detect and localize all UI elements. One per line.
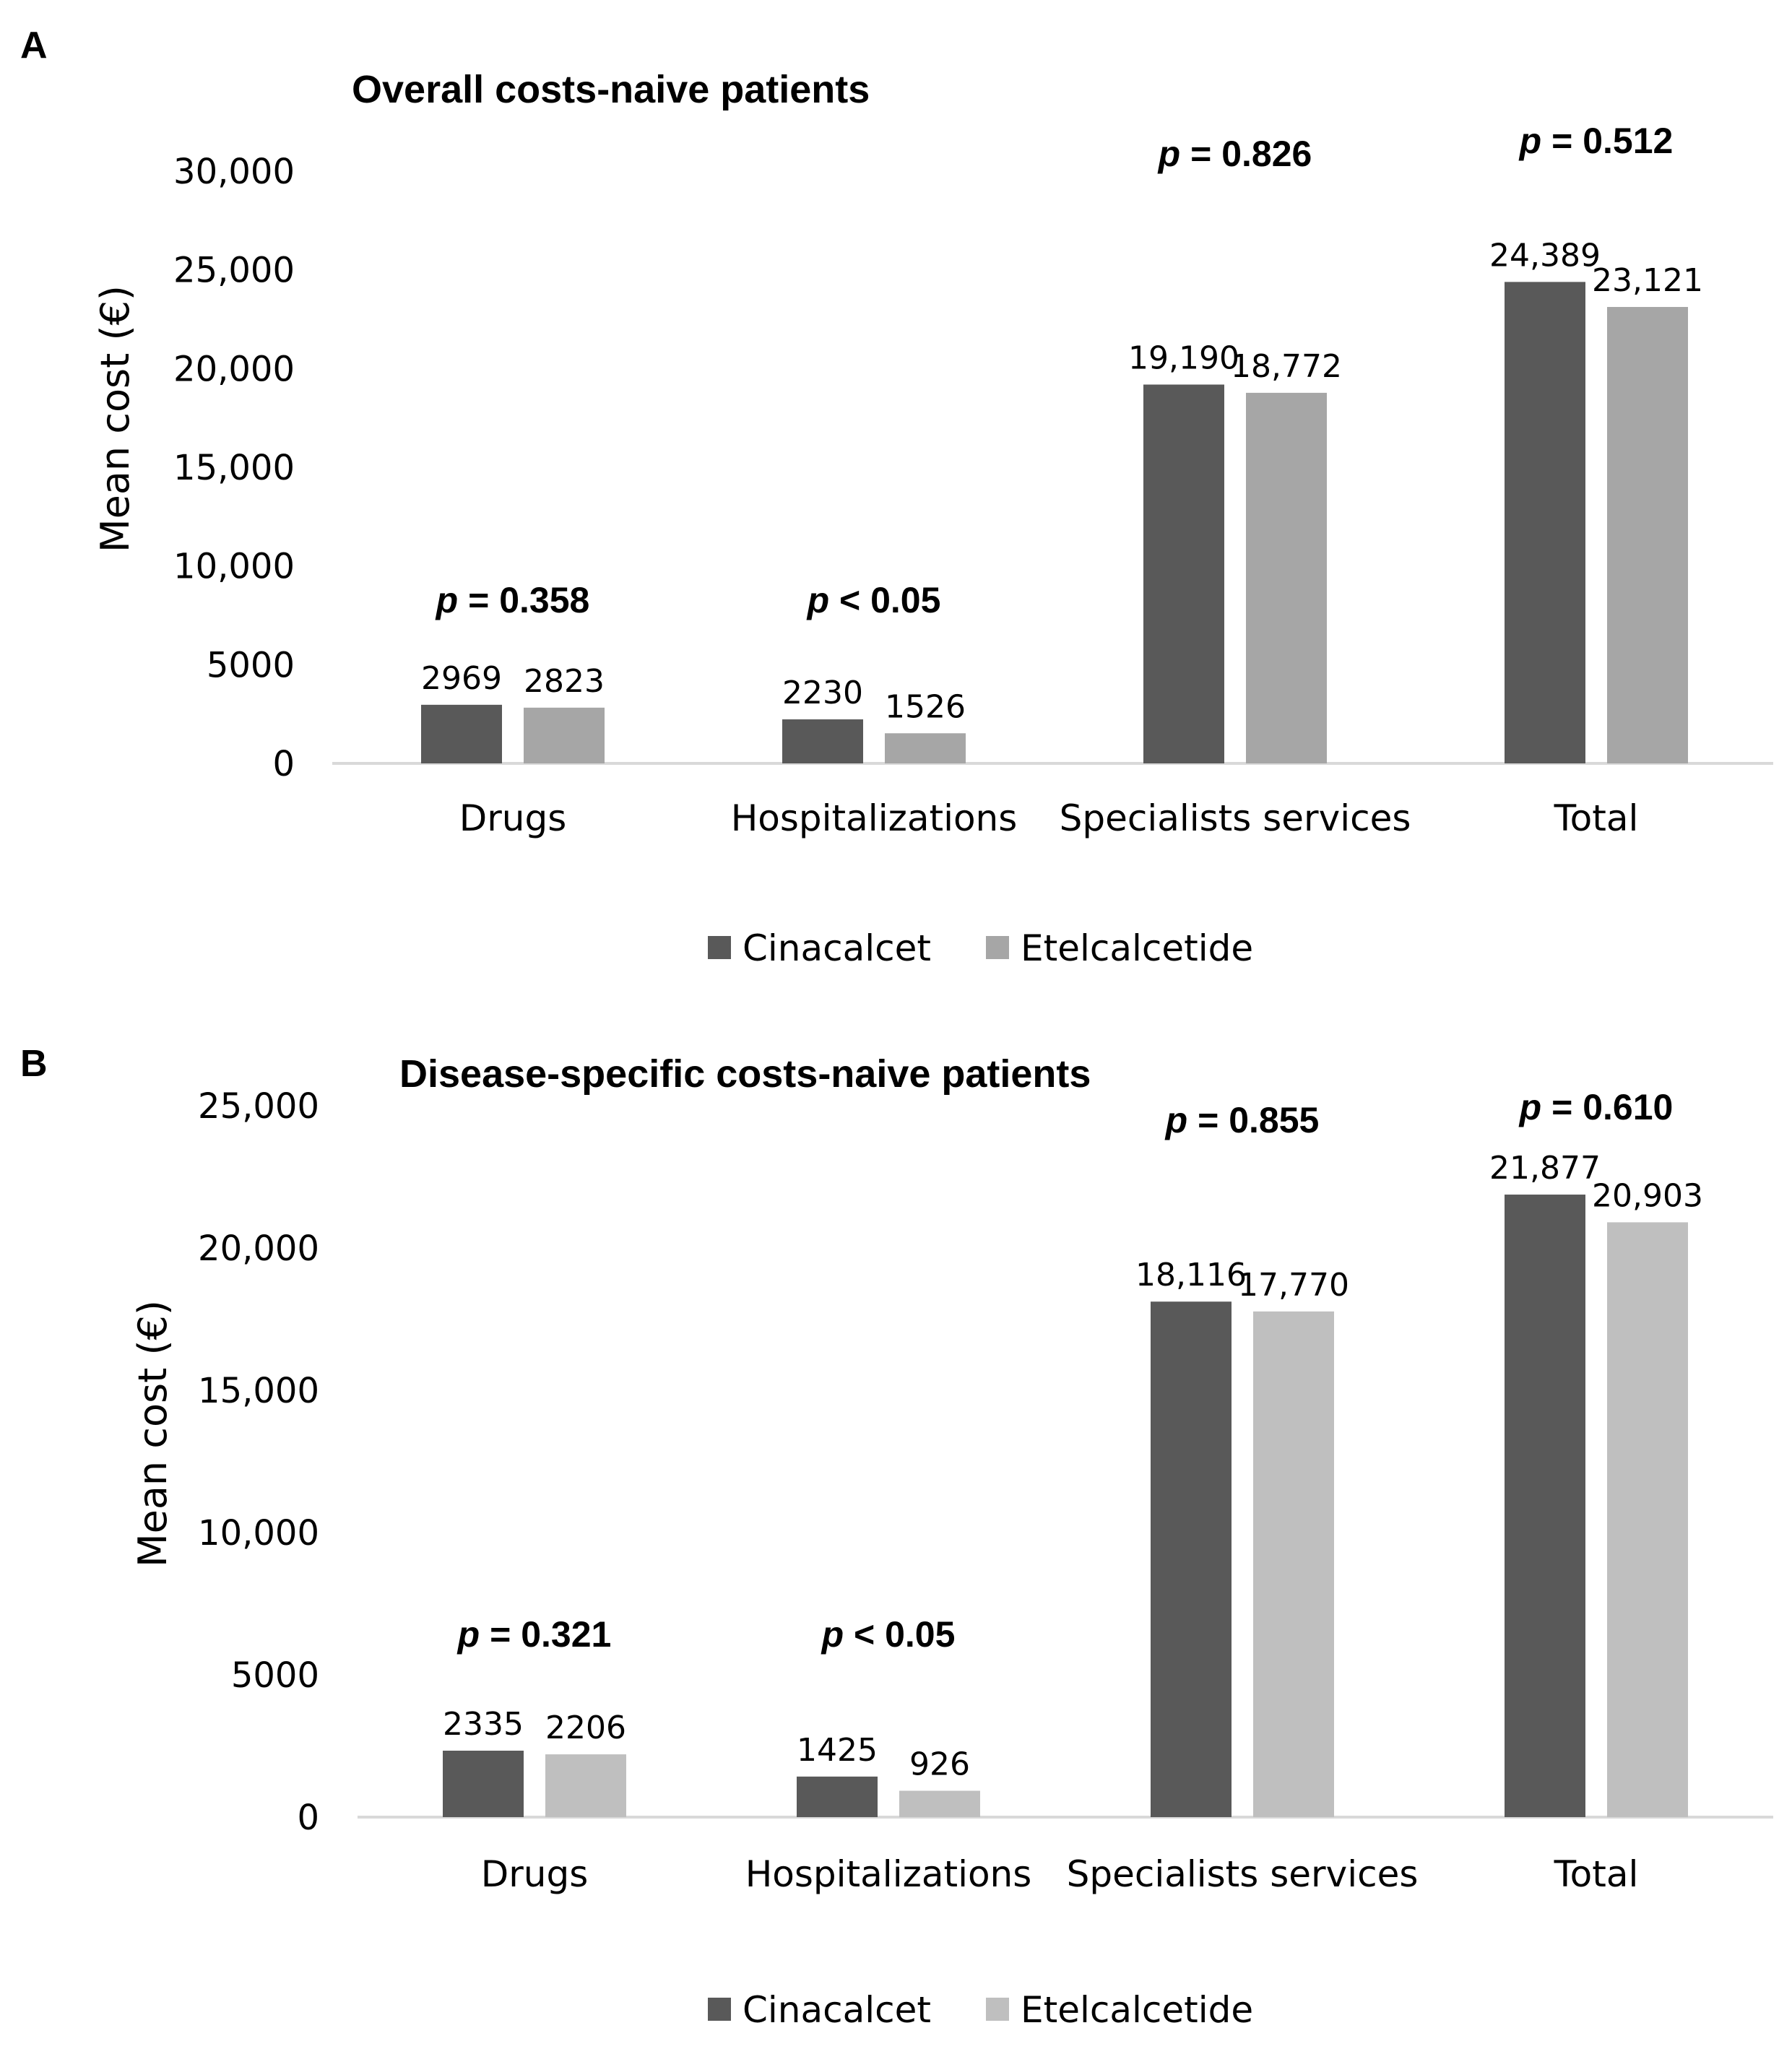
bar-etelcalcetide [545,1754,626,1817]
y-axis-label: Mean cost (€) [92,285,138,552]
data-label: 2230 [782,675,863,711]
p-value-text: < 0.05 [829,580,940,620]
bar-etelcalcetide [885,733,966,763]
bar-etelcalcetide [1253,1311,1334,1817]
data-label: 18,116 [1135,1257,1247,1294]
bar-etelcalcetide [899,1790,980,1817]
legend-swatch-cinacalcet [708,936,731,959]
panel-letter: B [20,1043,48,1085]
legend-label: Cinacalcet [743,927,931,969]
y-tick-label: 5000 [207,645,295,685]
x-category-label: Drugs [481,1853,589,1895]
x-category-label: Specialists services [1060,797,1411,839]
data-label: 2335 [443,1706,524,1743]
y-tick-label: 25,000 [173,251,295,291]
panel-letter: A [20,25,48,66]
legend-swatch-etelcalcetide [986,936,1009,959]
bar-etelcalcetide [524,707,605,763]
p-symbol: p [1518,121,1542,161]
x-category-label: Drugs [459,797,567,839]
data-label: 926 [909,1746,970,1783]
legend-swatch-cinacalcet [708,1998,731,2021]
bar-cinacalcet [797,1776,878,1817]
y-tick-label: 20,000 [173,349,295,389]
p-value-text: = 0.610 [1541,1087,1673,1127]
data-label: 23,121 [1592,262,1703,299]
x-category-label: Hospitalizations [731,797,1018,839]
bar-cinacalcet [782,719,863,763]
y-tick-label: 25,000 [198,1086,319,1127]
data-label: 2823 [524,663,605,700]
data-label: 24,389 [1489,237,1601,274]
bar-cinacalcet [421,704,502,763]
data-label: 2969 [421,660,502,697]
chart-title: Overall costs-naive patients [352,68,870,111]
x-category-label: Specialists services [1067,1853,1419,1895]
bar-cinacalcet [1505,1195,1585,1817]
y-tick-label: 0 [297,1798,319,1838]
p-value-text: = 0.855 [1187,1100,1319,1140]
y-tick-label: 15,000 [198,1371,319,1411]
p-symbol: p [456,1614,480,1655]
legend-swatch-etelcalcetide [986,1998,1009,2021]
x-category-label: Total [1554,1853,1639,1895]
data-label: 18,772 [1231,348,1342,385]
y-tick-label: 10,000 [173,547,295,587]
data-label: 1425 [797,1732,878,1769]
p-value-text: = 0.826 [1180,134,1312,174]
p-symbol: p [435,580,459,620]
y-tick-label: 15,000 [173,448,295,488]
y-tick-label: 5000 [231,1655,319,1696]
p-value-text: = 0.512 [1541,121,1673,161]
bar-cinacalcet [443,1751,524,1817]
bar-cinacalcet [1143,384,1224,763]
y-tick-label: 10,000 [198,1513,319,1554]
x-category-label: Total [1554,797,1639,839]
data-label: 2206 [545,1710,626,1746]
p-symbol: p [1157,134,1181,174]
legend: Cinacalcet Etelcalcetide [708,927,1253,969]
p-symbol: p [1518,1087,1542,1127]
x-category-label: Hospitalizations [745,1853,1032,1895]
p-symbol: p [821,1614,844,1655]
p-value-text: < 0.05 [844,1614,955,1655]
p-value-annotation: p = 0.855 [1164,1100,1320,1140]
p-value-annotation: p < 0.05 [806,580,941,620]
y-tick-label: 0 [272,744,295,784]
p-value-text: = 0.358 [458,580,589,620]
p-symbol: p [1164,1100,1188,1140]
legend-label: Etelcalcetide [1021,927,1253,969]
legend: Cinacalcet Etelcalcetide [708,1989,1253,2031]
legend-label: Etelcalcetide [1021,1989,1253,2031]
y-tick-label: 30,000 [173,152,295,192]
bar-etelcalcetide [1246,392,1327,763]
chart-title: Disease-specific costs-naive patients [399,1052,1091,1096]
p-value-annotation: p < 0.05 [821,1614,956,1655]
y-tick-label: 20,000 [198,1228,319,1269]
p-value-annotation: p = 0.826 [1157,134,1312,174]
data-label: 17,770 [1238,1267,1349,1304]
data-label: 20,903 [1592,1177,1703,1214]
p-value-annotation: p = 0.321 [456,1614,612,1655]
p-value-annotation: p = 0.512 [1518,121,1674,161]
data-label: 1526 [885,688,966,725]
p-symbol: p [806,580,830,620]
data-label: 19,190 [1128,339,1239,376]
p-value-annotation: p = 0.358 [435,580,590,620]
bar-etelcalcetide [1607,1222,1688,1817]
data-label: 21,877 [1489,1150,1601,1187]
y-axis-label: Mean cost (€) [130,1300,176,1567]
p-value-text: = 0.321 [480,1614,611,1655]
panel-b-chart: B Disease-specific costs-naive patients Me… [20,1043,1773,2031]
bar-cinacalcet [1505,282,1585,764]
bar-cinacalcet [1151,1301,1232,1817]
legend-label: Cinacalcet [743,1989,931,2031]
p-value-annotation: p = 0.610 [1518,1087,1674,1127]
bar-etelcalcetide [1607,307,1688,763]
panel-a-chart: A Overall costs-naive patients Mean cost (… [20,25,1773,969]
